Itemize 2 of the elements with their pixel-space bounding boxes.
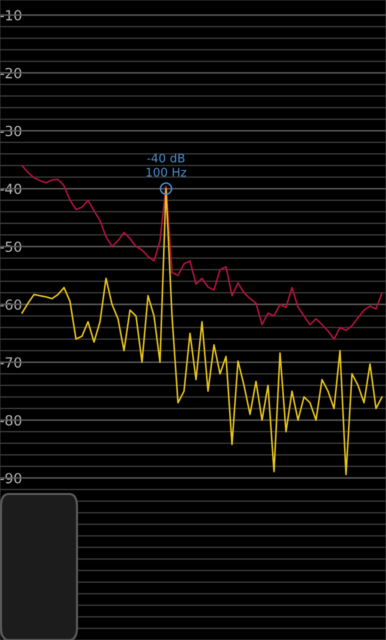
line-series xyxy=(21,164,383,340)
annotation: -40 dB 100 Hz xyxy=(146,153,186,177)
